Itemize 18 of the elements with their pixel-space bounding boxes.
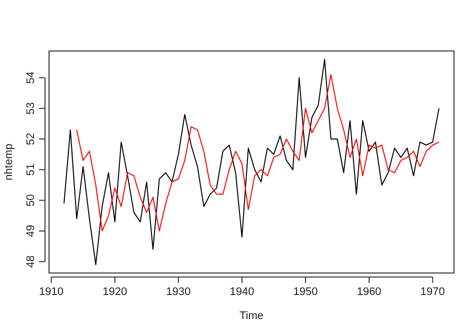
x-tick-label: 1970 [420, 286, 445, 298]
y-axis-title: nhtemp [3, 144, 15, 180]
y-tick-label: 53 [25, 102, 37, 114]
x-tick-label: 1960 [356, 286, 382, 298]
y-tick-label: 52 [25, 132, 37, 146]
y-tick-label: 50 [25, 194, 37, 206]
x-tick-label: 1940 [230, 286, 254, 298]
x-tick-label: 1920 [102, 286, 128, 298]
line-series [76, 74, 440, 232]
x-tick-label: 1950 [293, 286, 318, 298]
line-series [64, 58, 440, 266]
y-tick-label: 48 [25, 256, 37, 268]
x-tick-label: 1930 [166, 286, 191, 298]
y-tick-label: 51 [25, 164, 37, 176]
x-axis-title: Time [239, 310, 264, 322]
y-tick-label: 54 [25, 72, 37, 84]
y-tick-label: 49 [25, 224, 37, 238]
x-tick-label: 1910 [39, 286, 64, 298]
